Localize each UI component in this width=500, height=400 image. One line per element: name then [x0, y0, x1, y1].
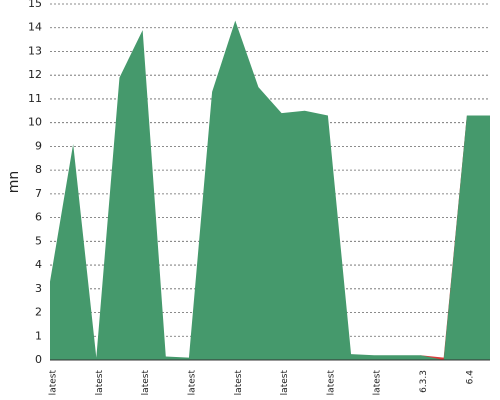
y-tick-label: 3	[35, 282, 42, 295]
y-tick-label: 7	[35, 187, 42, 200]
y-tick-label: 5	[35, 234, 42, 247]
y-tick-label: 14	[28, 21, 42, 34]
y-tick-label: 9	[35, 139, 42, 152]
x-tick-label: latest	[280, 370, 290, 396]
x-tick-label: latest	[49, 370, 59, 396]
x-tick-label: 6.4	[465, 370, 475, 385]
y-tick-label: 11	[28, 92, 42, 105]
y-axis-label: mn	[6, 171, 22, 194]
x-tick-label: latest	[326, 370, 336, 396]
x-tick-label: latest	[234, 370, 244, 396]
y-tick-label: 10	[28, 116, 42, 129]
x-tick-label: 6.3.3	[419, 370, 429, 393]
y-tick-label: 6	[35, 211, 42, 224]
y-tick-label: 8	[35, 163, 42, 176]
y-tick-label: 15	[28, 0, 42, 10]
x-tick-label: latest	[95, 370, 105, 396]
y-tick-label: 4	[35, 258, 42, 271]
y-tick-label: 2	[35, 306, 42, 319]
y-tick-label: 12	[28, 68, 42, 81]
area	[50, 20, 490, 360]
y-tick-label: 0	[35, 353, 42, 366]
y-tick-label: 13	[28, 44, 42, 57]
x-tick-label: latest	[187, 370, 197, 396]
x-tick-label: latest	[373, 370, 383, 396]
x-tick-label: latest	[141, 370, 151, 396]
y-tick-label: 1	[35, 329, 42, 342]
